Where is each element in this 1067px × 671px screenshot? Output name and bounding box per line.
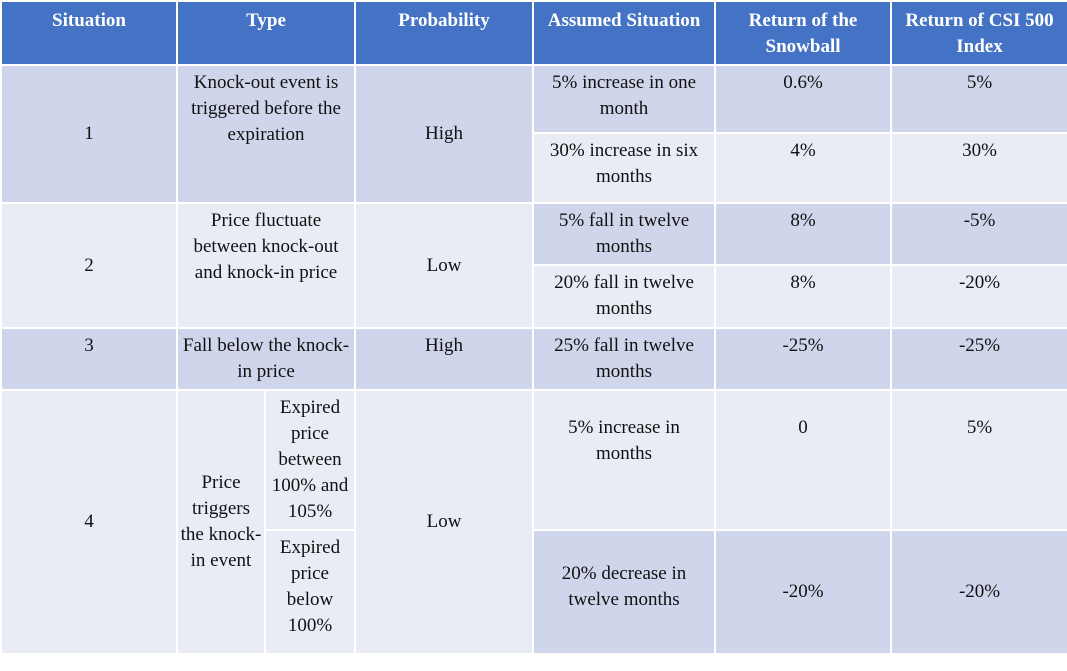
- header-row: Situation Type Probability Assumed Situa…: [0, 0, 1067, 66]
- header-return-csi: Return of CSI 500 Index: [890, 0, 1067, 66]
- assumed-situation-cell: 5% increase in one month: [532, 64, 717, 134]
- csi-return-cell: -25%: [890, 327, 1067, 391]
- snowball-return-cell: -20%: [714, 529, 893, 655]
- table-row: 4 Price triggers the knock-in event Expi…: [0, 389, 1067, 655]
- situation-cell: 4: [0, 389, 178, 655]
- snowball-return-cell: 0: [714, 389, 893, 531]
- probability-cell: Low: [354, 389, 535, 655]
- snowball-return-cell: 0.6%: [714, 64, 893, 134]
- type-cell: Knock-out event is triggered before the …: [175, 64, 357, 204]
- returns-table: Situation Type Probability Assumed Situa…: [0, 0, 1067, 655]
- assumed-situation-cell: 25% fall in twelve months: [532, 327, 717, 391]
- type-cell: Price fluctuate between knock-out and kn…: [175, 202, 357, 329]
- csi-return-cell: 5%: [890, 389, 1067, 531]
- table-row: 3 Fall below the knock-in price High 25%…: [0, 327, 1067, 391]
- header-probability: Probability: [354, 0, 535, 66]
- subtype-cell: Expired price between 100% and 105%: [263, 389, 357, 531]
- probability-cell: Low: [354, 202, 535, 329]
- probability-cell: High: [354, 64, 535, 204]
- header-type: Type: [175, 0, 357, 66]
- header-assumed-situation: Assumed Situation: [532, 0, 717, 66]
- snowball-return-cell: 8%: [714, 202, 893, 266]
- table-row: 1 Knock-out event is triggered before th…: [0, 64, 1067, 204]
- probability-cell: High: [354, 327, 535, 391]
- snowball-return-cell: 8%: [714, 264, 893, 329]
- csi-return-cell: 5%: [890, 64, 1067, 134]
- csi-return-cell: -20%: [890, 264, 1067, 329]
- situation-cell: 1: [0, 64, 178, 204]
- subtype-cell: Expired price below 100%: [263, 529, 357, 655]
- table-row: 30% increase in six months 4% 30%: [1, 132, 1067, 204]
- assumed-situation-cell: 20% decrease in twelve months: [532, 529, 717, 655]
- csi-return-cell: 30%: [890, 132, 1067, 204]
- assumed-situation-cell: 20% fall in twelve months: [532, 264, 717, 329]
- snowball-return-cell: -25%: [714, 327, 893, 391]
- snowball-return-cell: 4%: [714, 132, 893, 204]
- type-cell: Price triggers the knock-in event: [176, 389, 266, 655]
- table-row: Expired price below 100% 20% decrease in…: [1, 529, 1067, 655]
- table-row: 20% fall in twelve months 8% -20%: [1, 264, 1067, 329]
- header-return-snowball: Return of the Snowball: [714, 0, 893, 66]
- assumed-situation-cell: 5% fall in twelve months: [532, 202, 717, 266]
- csi-return-cell: -5%: [890, 202, 1067, 266]
- type-cell: Fall below the knock-in price: [175, 327, 357, 391]
- situation-cell: 3: [0, 327, 178, 391]
- header-situation: Situation: [0, 0, 178, 66]
- situation-cell: 2: [0, 202, 178, 329]
- assumed-situation-cell: 5% increase in months: [532, 389, 717, 531]
- assumed-situation-cell: 30% increase in six months: [532, 132, 717, 204]
- csi-return-cell: -20%: [890, 529, 1067, 655]
- table-row: 2 Price fluctuate between knock-out and …: [0, 202, 1067, 329]
